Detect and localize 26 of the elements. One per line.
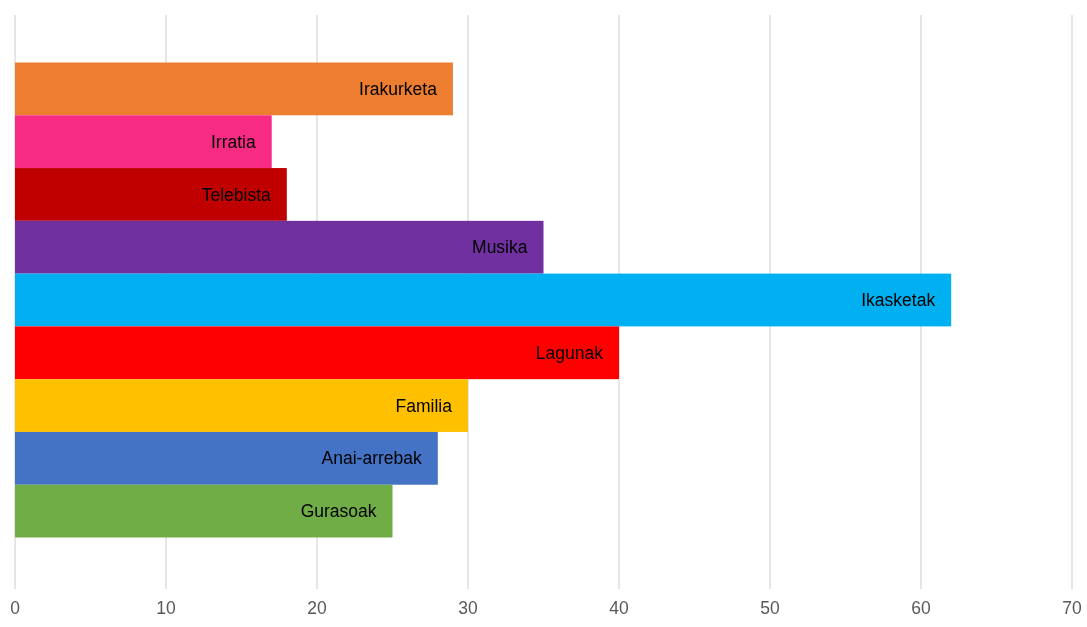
- y-tick-label: Telebista: [201, 184, 272, 205]
- y-tick-label: Anai-arrebak: [321, 448, 423, 469]
- y-tick-label: Gurasoak: [300, 501, 377, 522]
- y-tick-label: Musika: [472, 237, 528, 258]
- y-tick-label: Lagunak: [535, 342, 604, 363]
- bar: [15, 62, 453, 116]
- y-tick-label: Ikasketak: [861, 290, 936, 311]
- x-tick-label: 20: [307, 598, 327, 618]
- bar: [15, 484, 393, 538]
- x-tick-label: 10: [156, 598, 176, 618]
- bar: [15, 273, 952, 327]
- bar: [15, 168, 287, 221]
- x-tick-label: 70: [1062, 598, 1082, 618]
- x-tick-label: 60: [911, 598, 931, 618]
- x-tick-label: 0: [10, 598, 21, 618]
- bar: [15, 220, 544, 274]
- x-tick-label: 40: [609, 598, 629, 618]
- bar: [15, 326, 619, 380]
- bar: [15, 115, 272, 169]
- x-tick-label: 30: [458, 598, 478, 618]
- bar: [15, 431, 438, 485]
- x-tick-label: 50: [760, 598, 780, 618]
- y-tick-label: Familia: [395, 395, 453, 416]
- y-tick-label: Irakurketa: [359, 79, 438, 100]
- y-tick-label: Irratia: [210, 131, 256, 152]
- bar: [15, 379, 468, 432]
